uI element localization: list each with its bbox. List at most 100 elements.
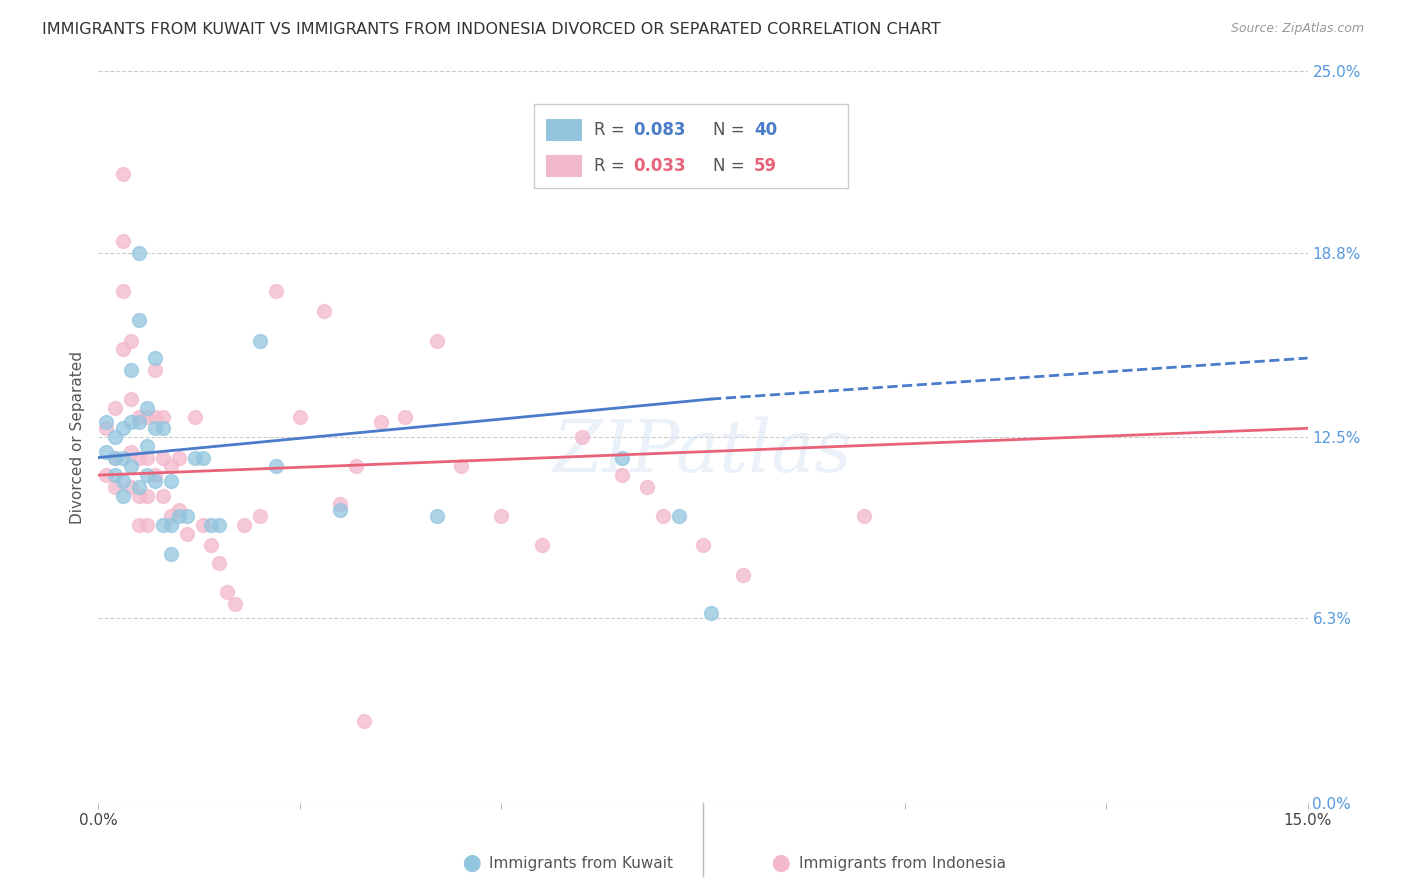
Point bbox=[176, 526, 198, 541]
Point bbox=[96, 444, 118, 458]
Text: N =: N = bbox=[713, 121, 749, 139]
Point bbox=[208, 517, 231, 532]
Text: R =: R = bbox=[595, 158, 630, 176]
Point bbox=[668, 509, 690, 524]
Point bbox=[344, 459, 367, 474]
Point bbox=[700, 606, 723, 620]
Point bbox=[111, 489, 134, 503]
Point bbox=[193, 450, 215, 465]
Point bbox=[96, 468, 118, 483]
Point bbox=[120, 392, 142, 406]
FancyBboxPatch shape bbox=[546, 155, 582, 178]
Point bbox=[224, 597, 246, 611]
Text: N =: N = bbox=[713, 158, 749, 176]
Point bbox=[135, 401, 157, 415]
Point bbox=[120, 444, 142, 458]
Point bbox=[651, 509, 673, 524]
Point bbox=[329, 497, 352, 511]
Point bbox=[612, 468, 634, 483]
Point bbox=[103, 450, 125, 465]
Point bbox=[636, 480, 658, 494]
Point bbox=[143, 474, 166, 488]
Point bbox=[184, 450, 207, 465]
Point bbox=[103, 430, 125, 444]
Text: IMMIGRANTS FROM KUWAIT VS IMMIGRANTS FROM INDONESIA DIVORCED OR SEPARATED CORREL: IMMIGRANTS FROM KUWAIT VS IMMIGRANTS FRO… bbox=[42, 22, 941, 37]
Point bbox=[167, 503, 190, 517]
Point bbox=[370, 416, 392, 430]
Point bbox=[120, 480, 142, 494]
Text: R =: R = bbox=[595, 121, 630, 139]
Point bbox=[264, 459, 287, 474]
Point bbox=[571, 430, 593, 444]
Point bbox=[120, 363, 142, 377]
Text: Immigrants from Kuwait: Immigrants from Kuwait bbox=[489, 856, 673, 871]
Text: 59: 59 bbox=[754, 158, 778, 176]
Point bbox=[249, 334, 271, 348]
Point bbox=[217, 585, 239, 599]
Point bbox=[167, 450, 190, 465]
Point bbox=[128, 245, 150, 260]
Point bbox=[111, 474, 134, 488]
Point bbox=[111, 421, 134, 435]
Point bbox=[135, 517, 157, 532]
Point bbox=[193, 517, 215, 532]
Point bbox=[128, 450, 150, 465]
Point bbox=[111, 234, 134, 248]
Text: ⬤: ⬤ bbox=[461, 855, 481, 872]
Point bbox=[103, 401, 125, 415]
Point bbox=[176, 509, 198, 524]
Point bbox=[450, 459, 472, 474]
Point bbox=[128, 489, 150, 503]
Point bbox=[692, 538, 714, 552]
Point bbox=[733, 567, 755, 582]
Point bbox=[329, 503, 352, 517]
Point bbox=[152, 450, 174, 465]
Point bbox=[160, 517, 183, 532]
Point bbox=[249, 509, 271, 524]
Point bbox=[200, 538, 222, 552]
Point bbox=[143, 409, 166, 424]
Point bbox=[612, 450, 634, 465]
Point bbox=[96, 421, 118, 435]
Point bbox=[143, 351, 166, 365]
Point bbox=[394, 409, 416, 424]
Point bbox=[135, 489, 157, 503]
Point bbox=[120, 459, 142, 474]
Point bbox=[167, 509, 190, 524]
Point bbox=[160, 509, 183, 524]
Point bbox=[160, 459, 183, 474]
Point bbox=[426, 509, 449, 524]
Point bbox=[103, 480, 125, 494]
Point bbox=[128, 416, 150, 430]
Y-axis label: Divorced or Separated: Divorced or Separated bbox=[69, 351, 84, 524]
Point bbox=[184, 409, 207, 424]
Point bbox=[288, 409, 311, 424]
Point bbox=[160, 474, 183, 488]
Point bbox=[128, 409, 150, 424]
Point bbox=[314, 304, 336, 318]
Point bbox=[128, 313, 150, 327]
Point bbox=[120, 416, 142, 430]
Point bbox=[135, 468, 157, 483]
Point bbox=[135, 450, 157, 465]
Point bbox=[135, 409, 157, 424]
Point bbox=[103, 468, 125, 483]
Text: ZIPatlas: ZIPatlas bbox=[553, 417, 853, 487]
Point bbox=[103, 450, 125, 465]
Point bbox=[152, 489, 174, 503]
Point bbox=[200, 517, 222, 532]
Point bbox=[152, 409, 174, 424]
Point bbox=[111, 343, 134, 357]
Text: ⬤: ⬤ bbox=[770, 855, 790, 872]
Text: Source: ZipAtlas.com: Source: ZipAtlas.com bbox=[1230, 22, 1364, 36]
Point bbox=[264, 284, 287, 298]
Point bbox=[208, 556, 231, 570]
Point bbox=[120, 334, 142, 348]
Point bbox=[853, 509, 876, 524]
Point bbox=[111, 167, 134, 181]
Point bbox=[111, 450, 134, 465]
Point bbox=[491, 509, 513, 524]
FancyBboxPatch shape bbox=[534, 104, 848, 188]
Point bbox=[152, 421, 174, 435]
Text: 0.083: 0.083 bbox=[633, 121, 685, 139]
